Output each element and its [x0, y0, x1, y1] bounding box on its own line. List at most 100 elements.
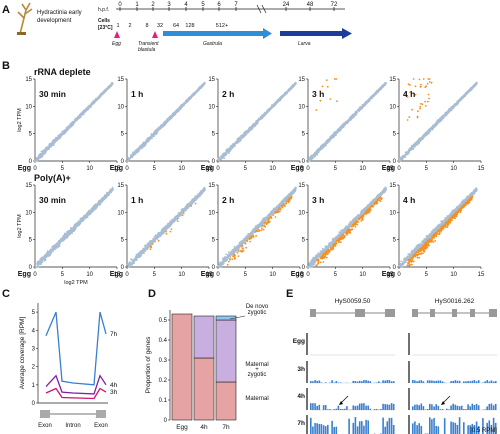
bulk-point [148, 137, 150, 140]
bulk-point [451, 107, 454, 110]
y-tick-label: 10 [389, 104, 396, 110]
bulk-point [79, 113, 82, 116]
bulk-point [233, 143, 236, 145]
bulk-point [470, 87, 473, 89]
bulk-point [364, 102, 367, 105]
blastula-marker-icon [152, 31, 158, 38]
bulk-point [261, 114, 264, 117]
bulk-point [452, 105, 454, 108]
bulk-point [131, 154, 134, 157]
bulk-point [438, 119, 441, 121]
hpf-tick-label: 24 [283, 2, 290, 8]
bulk-point [236, 141, 239, 144]
organism-label-line1: Hydractinia early [37, 10, 82, 16]
panel-a-label: A [2, 4, 10, 16]
highlight-point [414, 85, 417, 88]
bulk-point [73, 121, 76, 123]
hydractinia-icon [17, 2, 33, 35]
bulk-point [57, 135, 60, 138]
x-tick-label: 10 [86, 166, 93, 172]
bulk-point [143, 143, 146, 146]
x-tick-label: 0 [216, 166, 220, 172]
highlight-point [426, 82, 429, 85]
bulk-point [153, 131, 155, 134]
bulk-point [63, 131, 66, 133]
bulk-point [453, 104, 456, 107]
bulk-point [441, 117, 443, 120]
bulk-point [424, 133, 427, 135]
bulk-point [402, 154, 405, 157]
bulk-point [38, 157, 41, 160]
bulk-point [456, 101, 459, 104]
bulk-point [155, 132, 157, 135]
highlight-point [407, 83, 410, 86]
egg-axis-label: Egg [110, 165, 123, 172]
bulk-point [100, 94, 102, 97]
bulk-point [68, 125, 71, 127]
highlight-point [428, 97, 430, 100]
bulk-point [294, 82, 297, 85]
bulk-point [69, 123, 72, 126]
bulk-point [238, 138, 241, 140]
bulk-point [352, 114, 355, 117]
bulk-point [357, 108, 360, 111]
x-tick-label: 5 [153, 166, 157, 172]
hpf-tick-label: 72 [331, 2, 338, 8]
egg-marker-icon [114, 31, 120, 38]
x-tick-label: 0 [306, 166, 310, 172]
bulk-point [59, 137, 61, 139]
highlight-point [424, 105, 427, 107]
hpf-ticks: 0 1 2 3 4 5 6 7 24 48 72 [118, 2, 338, 14]
bulk-point [278, 98, 281, 101]
hpf-tick-label: 7 [234, 2, 238, 8]
bulk-point [147, 141, 149, 143]
bulk-point [311, 156, 314, 159]
bulk-point [151, 133, 154, 136]
bulk-point [256, 120, 259, 123]
highlight-point [420, 102, 422, 105]
highlight-point [424, 86, 427, 89]
y-tick-label: 10 [117, 104, 124, 110]
bulk-point [192, 93, 194, 96]
bulk-point [111, 82, 113, 85]
bulk-point [182, 104, 185, 107]
bulk-point [55, 137, 58, 140]
bulk-point [275, 101, 278, 104]
scatter-ylabel: log2 TPM [17, 108, 23, 132]
bulk-point [341, 126, 344, 128]
bulk-point [190, 96, 193, 98]
bulk-point [446, 111, 449, 114]
bulk-point [370, 97, 372, 100]
hpf-tick-label: 0 [118, 2, 122, 8]
bulk-point [255, 123, 257, 126]
x-tick-label: 10 [178, 166, 185, 172]
bulk-point [450, 108, 453, 111]
bulk-point [416, 143, 418, 146]
bulk-point [258, 119, 260, 121]
bulk-point [280, 95, 283, 98]
bulk-point [271, 106, 274, 109]
bulk-point [320, 148, 322, 151]
bulk-point [83, 110, 85, 112]
bulk-point [328, 139, 330, 142]
bulk-point [432, 125, 435, 128]
scatter-title: 3 h [312, 89, 324, 99]
egg-axis-label: Egg [18, 165, 31, 172]
cell-counts: 1 2 8 32 64 128 512+ [116, 23, 228, 29]
highlight-point [333, 78, 336, 80]
bulk-point [336, 131, 339, 134]
bulk-point [445, 113, 448, 115]
bulk-point [177, 108, 180, 111]
highlight-point [416, 116, 419, 119]
bulk-point [152, 135, 155, 137]
bulk-point [308, 160, 310, 162]
y-tick-label: 15 [298, 77, 305, 83]
bulk-point [339, 128, 342, 131]
y-tick-label: 5 [302, 132, 306, 138]
hpf-tick-label: 4 [184, 2, 188, 8]
bulk-point [77, 117, 80, 120]
highlight-point [427, 93, 430, 96]
highlight-point [419, 105, 422, 108]
cell-count-label: 512+ [216, 23, 228, 29]
bulk-point [151, 135, 153, 138]
